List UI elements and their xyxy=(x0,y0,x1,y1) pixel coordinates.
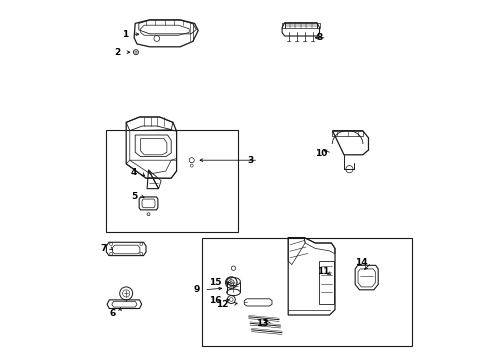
Bar xyxy=(202,238,413,346)
Text: 13: 13 xyxy=(256,320,269,328)
Text: 7: 7 xyxy=(100,244,106,253)
Text: 9: 9 xyxy=(194,285,200,294)
Bar xyxy=(106,130,238,232)
Text: 14: 14 xyxy=(355,258,368,267)
Text: 4: 4 xyxy=(131,168,137,177)
Text: 1: 1 xyxy=(122,30,128,39)
Text: 3: 3 xyxy=(248,156,254,165)
Text: 5: 5 xyxy=(131,192,137,201)
Text: 11: 11 xyxy=(317,267,330,276)
Text: 15: 15 xyxy=(209,278,221,287)
Text: 16: 16 xyxy=(209,296,221,305)
Text: 10: 10 xyxy=(316,149,328,158)
Text: 2: 2 xyxy=(115,48,121,57)
Text: 8: 8 xyxy=(316,33,322,42)
Text: 12: 12 xyxy=(216,300,229,309)
Text: 6: 6 xyxy=(109,309,116,318)
